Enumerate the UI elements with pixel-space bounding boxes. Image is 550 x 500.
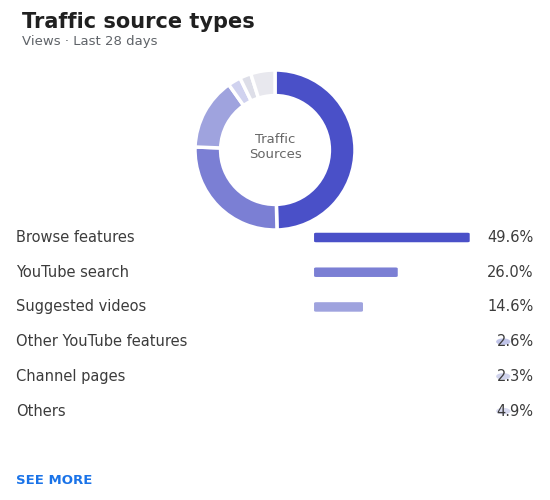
Text: YouTube search: YouTube search — [16, 264, 129, 280]
Text: 2.3%: 2.3% — [497, 369, 534, 384]
Text: 2.6%: 2.6% — [496, 334, 534, 349]
Circle shape — [496, 408, 510, 414]
Text: 26.0%: 26.0% — [487, 264, 534, 280]
FancyBboxPatch shape — [314, 233, 470, 242]
Wedge shape — [251, 70, 275, 98]
Text: Suggested videos: Suggested videos — [16, 300, 147, 314]
Wedge shape — [229, 78, 251, 106]
Wedge shape — [195, 84, 244, 148]
Text: Traffic source types: Traffic source types — [22, 12, 255, 32]
Text: Others: Others — [16, 404, 66, 418]
Text: 49.6%: 49.6% — [487, 230, 534, 245]
Wedge shape — [240, 74, 258, 101]
Text: Other YouTube features: Other YouTube features — [16, 334, 188, 349]
Circle shape — [496, 373, 510, 380]
Text: 4.9%: 4.9% — [497, 404, 534, 418]
Text: 14.6%: 14.6% — [487, 300, 534, 314]
Wedge shape — [195, 147, 277, 230]
Text: SEE MORE: SEE MORE — [16, 474, 93, 487]
Circle shape — [496, 338, 510, 345]
Text: Traffic
Sources: Traffic Sources — [249, 133, 301, 161]
Text: Channel pages: Channel pages — [16, 369, 126, 384]
Wedge shape — [275, 70, 355, 230]
FancyBboxPatch shape — [314, 302, 363, 312]
Text: Views · Last 28 days: Views · Last 28 days — [22, 35, 157, 48]
Text: Browse features: Browse features — [16, 230, 135, 245]
FancyBboxPatch shape — [314, 268, 398, 277]
